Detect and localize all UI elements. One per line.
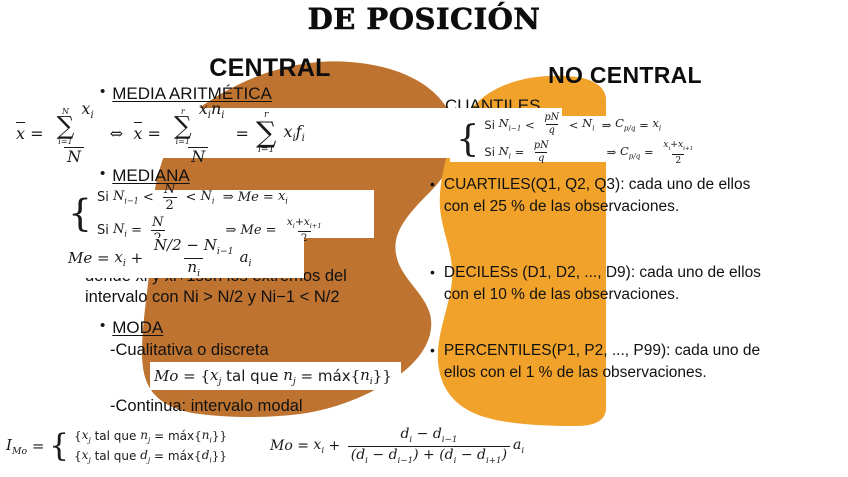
note-mediana-line-2: intervalo con Ni > N/2 y Ni−1 < N/2 [85,288,340,307]
bullet-mediana: • MEDIANA [100,165,190,186]
bullet-deciles-text: DECILESs (D1, D2, ..., D9): cada uno de … [444,262,761,307]
formula-cuantil-caso-2: Si Ni = pN q ⇒ Cp/q = xi+xi+1 2 [484,138,694,166]
heading-central: CENTRAL [209,54,331,82]
formula-moda-continua: Mo = xi + di − di−1 (di − di−1) + (di − … [270,425,525,466]
bullet-cuartiles: • CUARTILES(Q1, Q2, Q3): cada uno de ell… [430,174,815,219]
formula-mediana-casos: { Si Ni−1 < N2 < Ni ⇒ Me = xi Si Ni = N2… [62,182,374,245]
formula-cuantil-caso-1: Si Ni−1 < pN q < Ni ⇒ Cp/q = xi [484,112,662,136]
bullet-dot-icon: • [100,165,106,182]
blob-right-orange [437,75,606,426]
bullet-cuartiles-line-2: con el 25 % de las observaciones. [443,198,680,216]
bullet-deciles-line-2: con el 10 % de las observaciones. [443,286,680,304]
formula-imo-caso-2: {xj tal que dj = máx {di}} [74,448,228,465]
formula-intervalo-modal: IMo = { {xj tal que nj = máx {ni}} {xj t… [2,422,278,470]
bullet-moda: • MODA [100,317,164,338]
bullet-dot-icon: • [100,317,106,334]
formula-mediana-continua: Me = xi + N/2 − Ni−1 ni ai [62,237,304,278]
bullet-percentiles-line-1: PERCENTILES(P1, P2, ..., P99): cada uno … [443,342,761,359]
bullet-dot-icon: • [430,342,435,358]
bullet-dot-icon: • [100,83,106,100]
formula-cuantiles: { Si Ni−1 < pN q < Ni ⇒ Cp/q = xi Si Ni =… [450,112,747,166]
bullet-deciles: • DECILESs (D1, D2, ..., D9): cada uno d… [430,262,815,307]
bullet-percentiles: • PERCENTILES(P1, P2, ..., P99): cada un… [430,340,815,385]
formula-imo-caso-1: {xj tal que nj = máx {ni}} [74,427,228,444]
bullet-media-aritmetica-label: MEDIA ARITMÉTICA [112,84,272,103]
page-title: DE POSICIÓN [307,2,541,37]
bullet-deciles-line-1: DECILESs (D1, D2, ..., D9): cada uno de … [443,264,761,281]
moda-subtitle-continua: -Continua: intervalo modal [110,397,303,415]
bullet-mediana-label: MEDIANA [112,166,190,185]
bullet-dot-icon: • [430,176,435,192]
bullet-percentiles-text: PERCENTILES(P1, P2, ..., P99): cada uno … [444,340,760,385]
formula-moda-discreta: Mo = {xj tal que nj = máx{ni}} [150,362,401,390]
bullet-cuartiles-line-1: CUARTILES(Q1, Q2, Q3): cada uno de ellos [443,176,751,193]
bullet-moda-label: MODA [112,318,164,337]
formula-mediana-caso-2: Si Ni = N2 ⇒ Me = xi+xi+1 2 [96,215,322,246]
heading-no-central: NO CENTRAL [548,62,702,88]
bullet-cuartiles-text: CUARTILES(Q1, Q2, Q3): cada uno de ellos… [444,174,750,219]
moda-subtitle-discreta: -Cualitativa o discreta [110,341,269,359]
bullet-media-aritmetica: • MEDIA ARITMÉTICA [100,83,272,104]
bullet-percentiles-line-2: ellos con el 1 % de las observaciones. [443,364,707,382]
bullet-dot-icon: • [430,264,435,280]
